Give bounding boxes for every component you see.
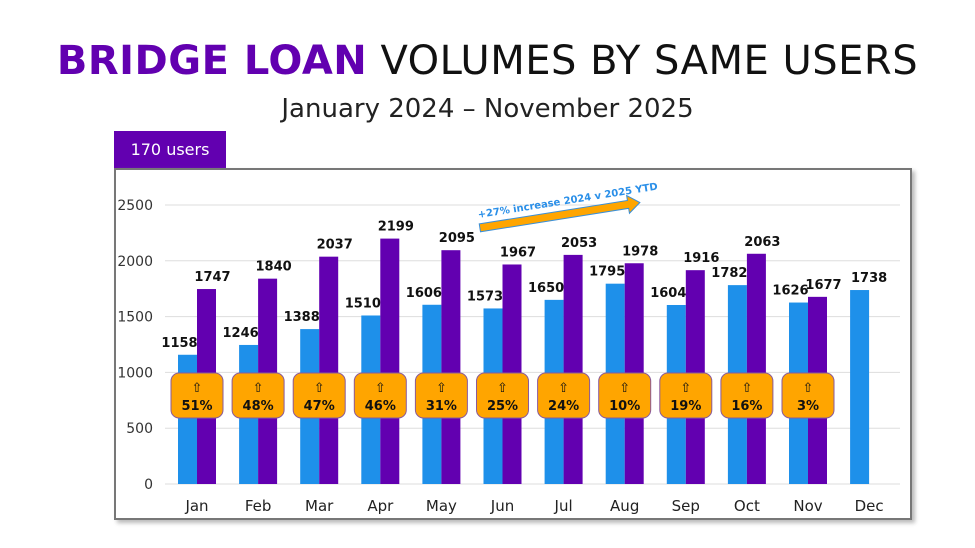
up-arrow-icon: ⇧ [497,381,508,396]
y-tick-label: 0 [144,477,153,493]
data-label: 1978 [622,244,658,259]
data-label: 2199 [378,220,414,235]
data-label: 1626 [772,284,808,299]
data-label: 1916 [683,251,719,266]
x-tick-label: Mar [305,497,334,515]
y-tick-label: 2000 [117,254,153,270]
page-title: BRIDGE LOAN VOLUMES BY SAME USERS [0,38,975,84]
up-arrow-icon: ⇧ [803,381,814,396]
x-tick-label: May [426,497,457,515]
title-highlight: BRIDGE LOAN [56,38,368,84]
data-label: 1388 [284,310,320,325]
data-label: 1650 [528,281,564,296]
growth-label: 48% [243,399,274,414]
data-label: 1782 [711,266,747,281]
data-label: 1510 [345,296,381,311]
bar [563,254,583,484]
data-label: 1840 [256,260,292,275]
x-tick-label: Aug [610,497,639,515]
growth-label: 19% [670,399,701,414]
data-label: 1246 [223,326,259,341]
growth-badge [353,372,407,419]
y-tick-label: 1500 [117,310,153,326]
growth-label: 31% [426,399,457,414]
growth-badge [720,372,774,419]
growth-label: 3% [797,399,819,414]
growth-label: 47% [304,399,335,414]
trend-annotation: +27% increase 2024 v 2025 YTD [477,182,658,233]
bar [319,256,339,484]
chart-frame [114,168,912,520]
data-label: 2095 [439,231,475,246]
growth-badge [231,372,285,419]
up-arrow-icon: ⇧ [253,381,264,396]
y-tick-label: 500 [126,421,153,437]
growth-label: 10% [609,399,640,414]
growth-label: 16% [731,399,762,414]
up-arrow-icon: ⇧ [741,381,752,396]
bar [441,250,461,484]
growth-label: 25% [487,399,518,414]
growth-badge [476,372,529,419]
growth-badge [537,372,591,419]
growth-label: 51% [181,399,212,414]
x-tick-label: Jun [490,497,514,515]
data-label: 2063 [744,235,780,250]
growth-label: 24% [548,399,579,414]
page-subtitle: January 2024 – November 2025 [281,94,694,124]
bar [850,290,870,484]
users-tab: 170 users [114,131,226,168]
data-label: 2037 [317,238,353,253]
x-tick-label: Feb [245,497,272,515]
x-tick-label: Oct [734,497,760,515]
up-arrow-icon: ⇧ [558,381,569,396]
data-label: 1795 [589,265,625,280]
up-arrow-icon: ⇧ [375,381,386,396]
up-arrow-icon: ⇧ [436,381,447,396]
x-tick-label: Dec [855,497,884,515]
growth-badge [598,372,652,419]
x-tick-label: Jan [184,497,208,515]
arrow-icon [478,194,641,233]
growth-badge [781,372,835,419]
x-tick-label: Jul [554,497,573,515]
growth-badge [292,372,346,419]
data-label: 1604 [650,286,686,301]
x-tick-label: Apr [367,497,394,515]
title-rest: VOLUMES BY SAME USERS [367,38,919,84]
x-tick-label: Nov [793,497,822,515]
bar [746,253,766,484]
up-arrow-icon: ⇧ [314,381,325,396]
data-label: 1747 [194,270,230,285]
data-label: 1967 [500,245,536,260]
y-tick-label: 1000 [117,365,153,381]
x-tick-label: Sep [672,497,700,515]
data-label: 2053 [561,236,597,251]
up-arrow-icon: ⇧ [680,381,691,396]
data-label: 1158 [161,336,197,351]
data-label: 1606 [406,286,442,301]
bar [380,238,400,484]
growth-badge [170,372,224,419]
up-arrow-icon: ⇧ [619,381,630,396]
data-label: 1573 [467,289,503,304]
growth-badge [414,372,468,419]
up-arrow-icon: ⇧ [192,381,203,396]
growth-label: 46% [365,399,396,414]
data-label: 1738 [851,271,887,286]
data-label: 1677 [805,278,841,293]
growth-badge [659,372,713,419]
y-tick-label: 2500 [117,198,153,214]
